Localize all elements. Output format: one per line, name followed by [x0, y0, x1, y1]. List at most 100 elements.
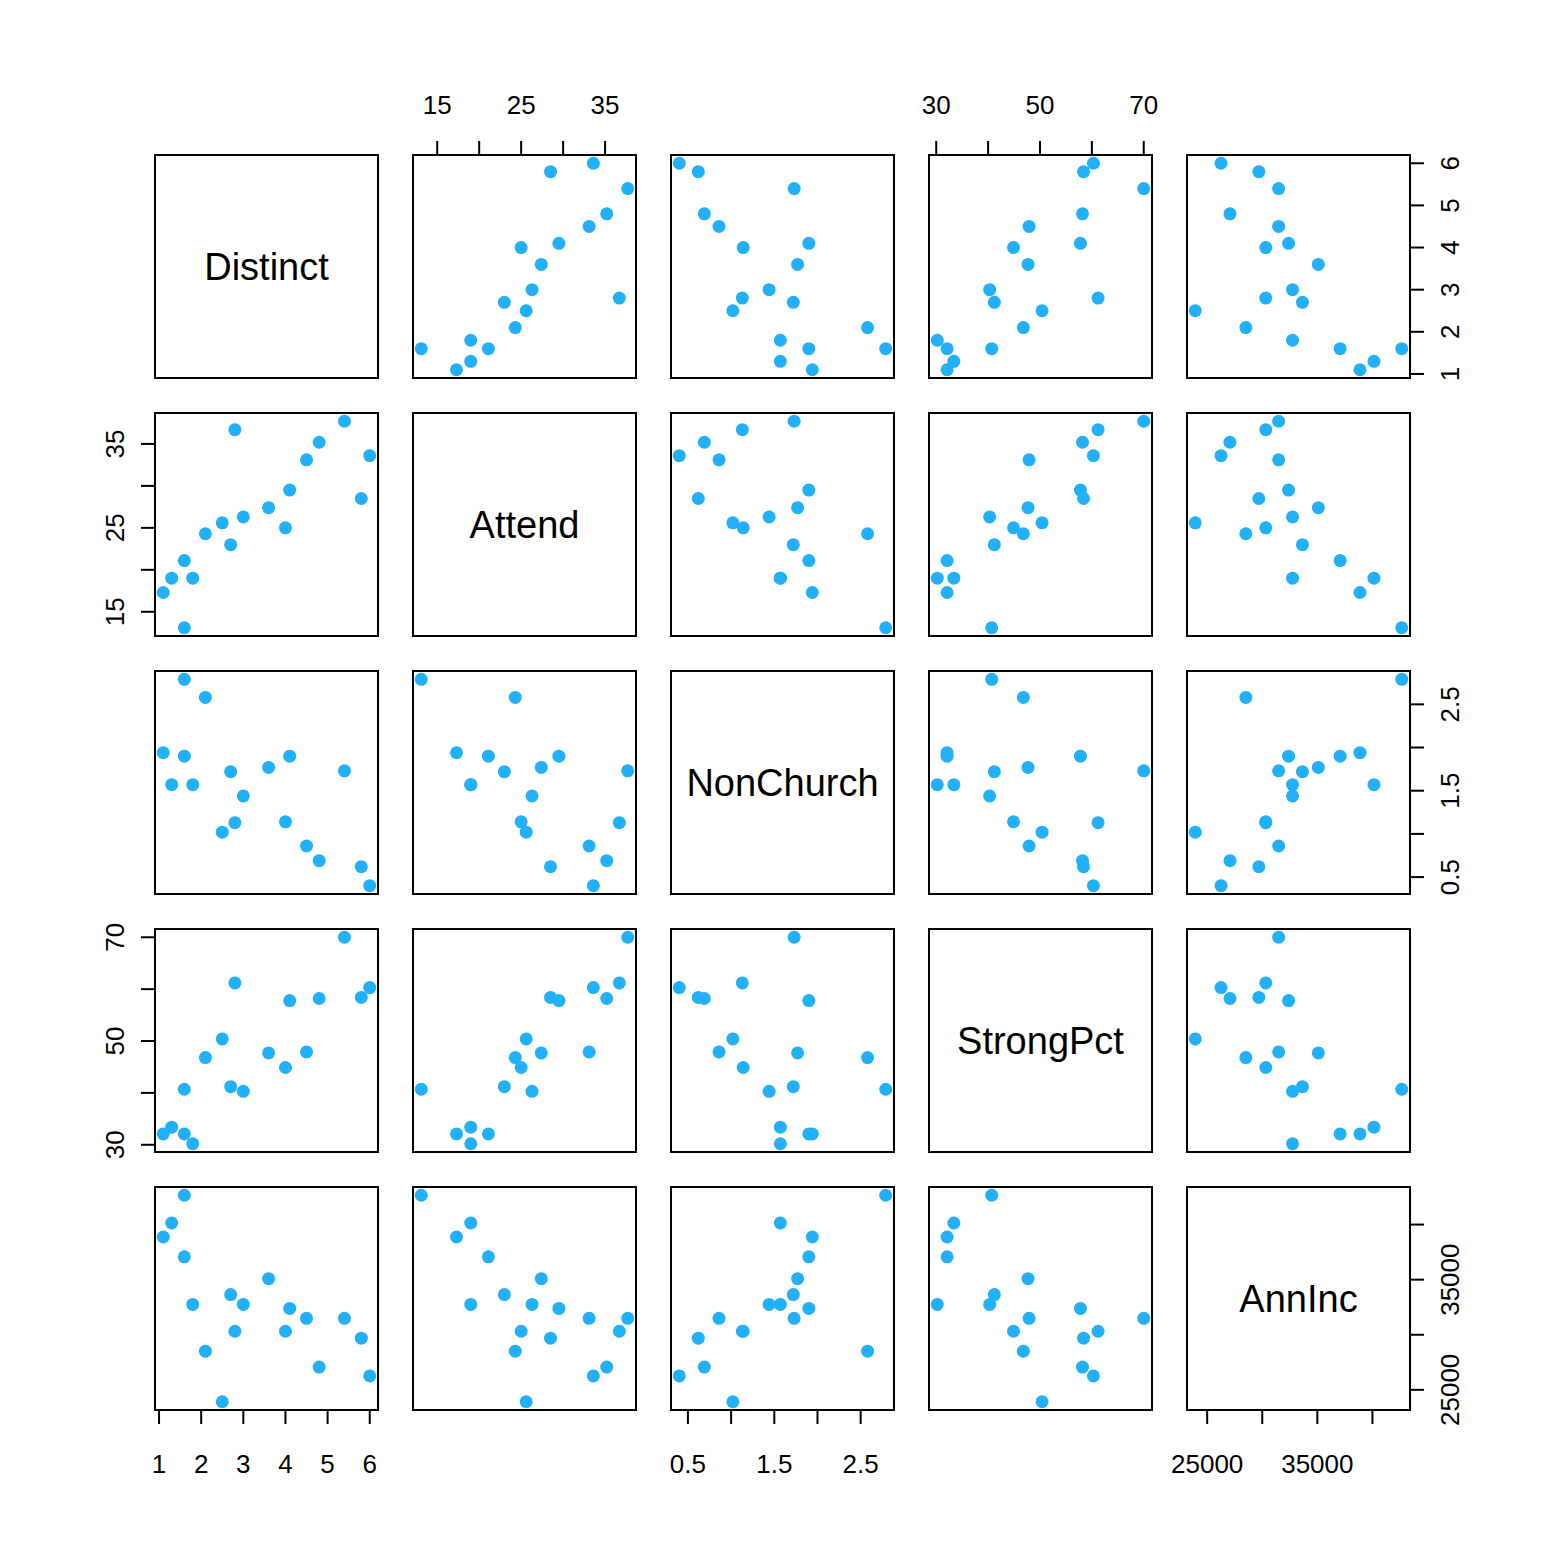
point — [1076, 207, 1089, 220]
point — [1239, 321, 1252, 334]
tick — [369, 1410, 371, 1424]
panel — [155, 671, 378, 894]
point — [1223, 436, 1236, 449]
points — [1189, 931, 1408, 1150]
point — [216, 516, 229, 529]
points — [1189, 415, 1408, 634]
panel-frame — [671, 1187, 894, 1410]
panel — [413, 929, 636, 1152]
panel — [929, 671, 1152, 894]
point — [941, 554, 954, 567]
tick — [1410, 1389, 1424, 1391]
tick-label: 6 — [363, 1449, 377, 1479]
axis-line — [1409, 163, 1411, 374]
point — [482, 750, 495, 763]
tick-label: 70 — [100, 923, 130, 952]
point — [450, 1127, 463, 1140]
point — [1395, 621, 1408, 634]
tick-label: 35000 — [1281, 1449, 1353, 1479]
point — [224, 538, 237, 551]
point — [1087, 1369, 1100, 1382]
tick-label: 5 — [1435, 198, 1465, 212]
tick-label: 50 — [100, 1027, 130, 1056]
point — [1189, 826, 1202, 839]
tick — [141, 988, 155, 990]
point — [791, 1272, 804, 1285]
tick — [478, 141, 480, 155]
point — [613, 1325, 626, 1338]
point — [1334, 342, 1347, 355]
panel-frame — [929, 413, 1152, 636]
point — [1259, 816, 1272, 829]
point — [879, 342, 892, 355]
tick-label: 35 — [100, 429, 130, 458]
point — [1074, 750, 1087, 763]
point — [1395, 1083, 1408, 1096]
point — [313, 854, 326, 867]
tick — [816, 1410, 818, 1424]
tick — [687, 1410, 689, 1424]
tick-label: 1 — [1435, 367, 1465, 381]
point — [1022, 501, 1035, 514]
point — [861, 321, 874, 334]
tick-label: 5 — [320, 1449, 334, 1479]
point — [806, 363, 819, 376]
point — [1334, 554, 1347, 567]
point — [186, 572, 199, 585]
panel — [413, 155, 636, 378]
point — [788, 182, 801, 195]
point — [515, 1061, 528, 1074]
point — [1272, 182, 1285, 195]
point — [224, 765, 237, 778]
point — [763, 283, 776, 296]
panel — [155, 929, 378, 1152]
points — [673, 931, 892, 1150]
point — [983, 283, 996, 296]
tick — [1316, 1410, 1318, 1424]
point — [613, 976, 626, 989]
points — [157, 415, 376, 634]
point — [228, 1325, 241, 1338]
point — [621, 182, 634, 195]
tick — [141, 485, 155, 487]
point — [279, 1061, 292, 1074]
point — [787, 1288, 800, 1301]
point — [464, 1121, 477, 1134]
point — [774, 1217, 787, 1230]
point — [941, 586, 954, 599]
point — [482, 1250, 495, 1263]
panel: AnnInc — [1187, 1187, 1410, 1410]
tick — [1410, 876, 1424, 878]
point — [1259, 423, 1272, 436]
point — [736, 292, 749, 305]
point — [802, 484, 815, 497]
point — [1022, 258, 1035, 271]
tick — [158, 1410, 160, 1424]
axis-line — [1409, 1225, 1411, 1390]
tick-label: 2.5 — [843, 1449, 879, 1479]
point — [157, 746, 170, 759]
point — [791, 1046, 804, 1059]
point — [879, 1189, 892, 1202]
tick — [562, 141, 564, 155]
point — [931, 334, 944, 347]
point — [587, 1369, 600, 1382]
point — [1076, 436, 1089, 449]
point — [178, 750, 191, 763]
point — [861, 527, 874, 540]
point — [763, 1298, 776, 1311]
point — [1022, 1272, 1035, 1285]
point — [283, 484, 296, 497]
point — [450, 363, 463, 376]
variable-label: Attend — [470, 504, 580, 546]
point — [621, 764, 634, 777]
tick — [1410, 331, 1424, 333]
point — [224, 1080, 237, 1093]
point — [544, 860, 557, 873]
axis: 152535 — [100, 429, 155, 626]
point — [216, 1395, 229, 1408]
tick-label: 25000 — [1171, 1449, 1243, 1479]
panel — [413, 1187, 636, 1410]
point — [692, 492, 705, 505]
background — [0, 0, 1565, 1565]
